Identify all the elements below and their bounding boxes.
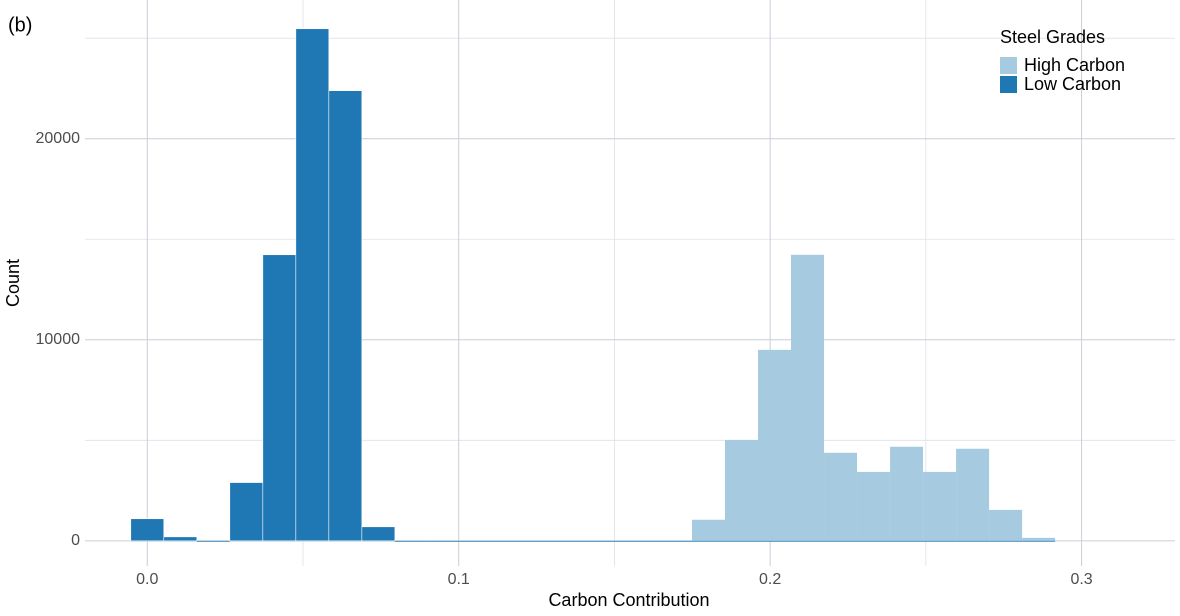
bar: [229, 482, 264, 542]
bar: [262, 540, 296, 542]
bar: [724, 439, 758, 541]
x-axis-title: Carbon Contribution: [548, 590, 709, 610]
bar: [1022, 540, 1056, 542]
bar: [989, 540, 1023, 542]
bar: [460, 540, 494, 542]
bar: [956, 448, 990, 541]
bar: [691, 540, 725, 542]
bar: [229, 540, 263, 542]
bar: [559, 540, 593, 542]
annotation: (b): [8, 14, 32, 36]
bar: [394, 540, 428, 542]
bar: [791, 254, 825, 541]
legend-label: High Carbon: [1024, 55, 1125, 75]
bar: [130, 540, 164, 542]
bar: [791, 540, 825, 542]
bar: [757, 349, 792, 541]
bar: [328, 90, 363, 542]
legend-title: Steel Grades: [1000, 27, 1105, 47]
bar: [658, 540, 692, 542]
legend-label: Low Carbon: [1024, 74, 1121, 94]
bar: [163, 540, 197, 542]
y-tick-label: 20000: [36, 130, 81, 147]
bar: [923, 471, 957, 541]
bar: [691, 519, 725, 541]
x-tick-label: 0.3: [1070, 571, 1092, 588]
bar: [592, 540, 626, 542]
bar: [295, 540, 329, 542]
bar: [526, 540, 560, 542]
bar: [328, 540, 362, 542]
x-tick-label: 0.2: [759, 571, 781, 588]
bar: [989, 509, 1023, 541]
legend-swatch: [1000, 57, 1017, 74]
bar: [890, 540, 924, 542]
bar: [493, 540, 527, 542]
y-axis-title: Count: [3, 259, 23, 307]
y-tick-label: 10000: [36, 331, 81, 348]
bar: [262, 254, 297, 542]
bar: [361, 526, 396, 542]
x-tick-label: 0.1: [448, 571, 470, 588]
bar: [361, 540, 395, 542]
legend-swatch: [1000, 76, 1017, 93]
bar: [857, 540, 891, 542]
bar: [1022, 537, 1056, 541]
bar: [427, 540, 461, 542]
x-tick-label: 0.0: [136, 571, 158, 588]
bar: [625, 540, 659, 542]
bar: [890, 446, 924, 541]
bar: [724, 540, 758, 542]
bar: [295, 28, 330, 542]
bar: [757, 540, 792, 542]
bar: [956, 540, 990, 542]
bar: [824, 452, 858, 541]
bar: [857, 471, 891, 541]
bar: [196, 540, 230, 542]
bar: [824, 540, 858, 542]
bar: [130, 518, 165, 542]
bar: [163, 536, 198, 542]
y-tick-label: 0: [71, 532, 80, 549]
bar: [923, 540, 957, 542]
